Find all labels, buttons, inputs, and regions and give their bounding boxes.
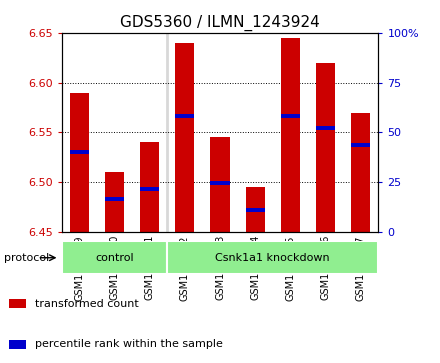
Bar	[105, 172, 124, 232]
Bar	[308, 33, 343, 232]
Bar	[140, 142, 159, 232]
Bar	[351, 113, 370, 232]
Bar	[210, 182, 230, 185]
Bar	[97, 33, 132, 232]
Bar	[238, 33, 273, 232]
Bar	[202, 33, 238, 232]
Bar	[246, 208, 265, 212]
Text: transformed count: transformed count	[35, 298, 138, 309]
Bar	[316, 126, 335, 130]
Text: Csnk1a1 knockdown: Csnk1a1 knockdown	[216, 253, 330, 263]
Bar	[9, 340, 26, 349]
Bar	[281, 114, 300, 118]
Bar	[281, 38, 300, 232]
Bar	[273, 33, 308, 232]
Text: protocol: protocol	[4, 253, 50, 263]
Bar	[70, 93, 89, 232]
Bar	[167, 241, 378, 274]
Bar	[62, 33, 97, 232]
Bar	[62, 241, 167, 274]
Bar	[246, 187, 265, 232]
Bar	[9, 299, 26, 308]
Bar	[343, 33, 378, 232]
Bar	[210, 138, 230, 232]
Bar	[351, 143, 370, 147]
Title: GDS5360 / ILMN_1243924: GDS5360 / ILMN_1243924	[120, 15, 320, 31]
Bar	[167, 33, 202, 232]
Bar	[316, 62, 335, 232]
Bar	[105, 197, 124, 201]
Text: control: control	[95, 253, 134, 263]
Bar	[175, 43, 194, 232]
Bar	[140, 187, 159, 191]
Text: percentile rank within the sample: percentile rank within the sample	[35, 339, 223, 350]
Bar	[175, 114, 194, 118]
Bar	[70, 150, 89, 154]
Bar	[132, 33, 167, 232]
